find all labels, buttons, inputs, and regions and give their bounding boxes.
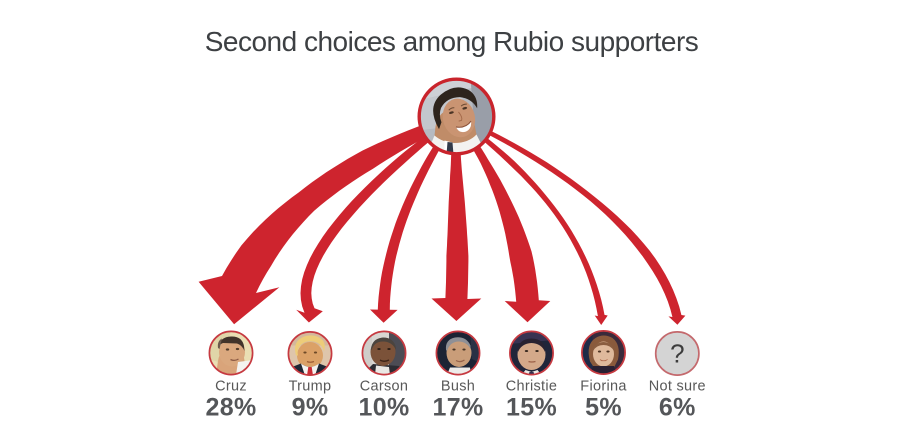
svg-text:Bush: Bush xyxy=(441,379,475,395)
svg-text:Carson: Carson xyxy=(360,379,409,395)
svg-text:15%: 15% xyxy=(506,394,557,422)
svg-text:17%: 17% xyxy=(433,394,484,422)
svg-text:Not sure: Not sure xyxy=(649,379,706,395)
svg-text:28%: 28% xyxy=(206,394,257,422)
svg-text:Trump: Trump xyxy=(289,379,332,395)
svg-text:?: ? xyxy=(670,339,684,369)
svg-text:Fiorina: Fiorina xyxy=(580,379,627,395)
svg-text:6%: 6% xyxy=(659,394,696,422)
svg-text:Second choices among Rubio sup: Second choices among Rubio supporters xyxy=(205,26,699,57)
svg-text:9%: 9% xyxy=(292,394,329,422)
svg-text:Cruz: Cruz xyxy=(215,379,247,395)
svg-text:5%: 5% xyxy=(585,394,622,422)
svg-text:10%: 10% xyxy=(359,394,410,422)
svg-text:Christie: Christie xyxy=(506,379,558,395)
